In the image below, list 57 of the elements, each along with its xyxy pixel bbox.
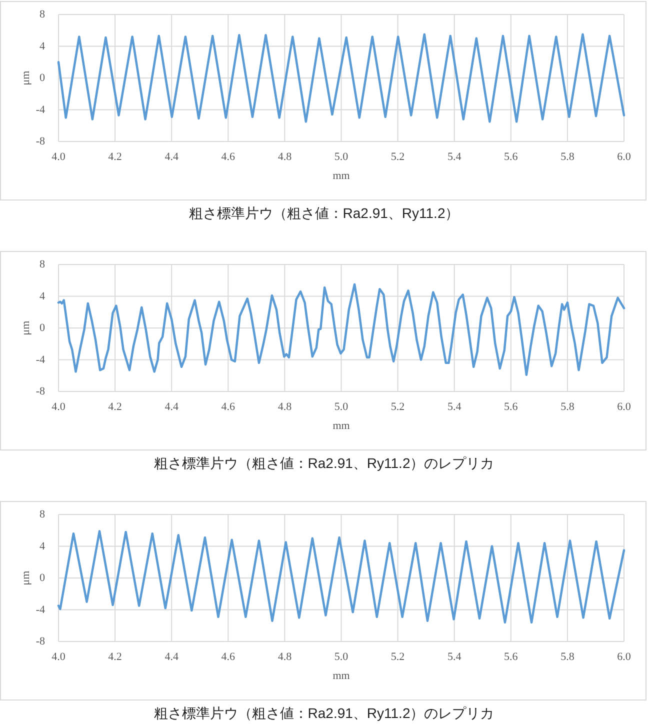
x-tick-label: 5.2 — [390, 401, 405, 413]
y-tick-label: 0 — [40, 572, 46, 584]
x-tick-label: 5.8 — [560, 651, 575, 663]
x-tick-label: 4.4 — [164, 651, 179, 663]
x-axis-title: mm — [332, 670, 350, 682]
y-tick-label: 8 — [40, 8, 46, 20]
x-tick-label: 4.6 — [221, 651, 236, 663]
y-tick-label: 4 — [40, 540, 46, 552]
x-tick-label: 5.2 — [390, 151, 405, 163]
x-tick-label: 6.0 — [617, 151, 632, 163]
x-tick-label: 4.6 — [221, 151, 236, 163]
x-tick-label: 4.2 — [108, 401, 122, 413]
x-tick-label: 6.0 — [617, 401, 632, 413]
x-tick-label: 5.0 — [334, 151, 349, 163]
x-tick-label: 4.2 — [108, 651, 122, 663]
y-axis-title: μm — [20, 570, 32, 586]
x-tick-label: 4.0 — [52, 401, 66, 413]
x-tick-label: 5.4 — [447, 151, 462, 163]
x-tick-label: 5.4 — [447, 401, 462, 413]
x-axis-title: mm — [332, 170, 350, 182]
x-tick-label: 4.4 — [164, 401, 179, 413]
x-tick-label: 5.8 — [560, 151, 575, 163]
x-axis-title: mm — [332, 420, 350, 432]
y-tick-label: 4 — [40, 40, 46, 52]
x-tick-label: 5.2 — [390, 651, 405, 663]
y-axis-title: μm — [20, 320, 32, 336]
x-tick-label: 6.0 — [617, 651, 632, 663]
x-tick-label: 5.8 — [560, 401, 575, 413]
text: 粗さ標準片ウ（粗さ値：Ra2.91、Ry11.2）のレプリカ — [154, 455, 494, 471]
y-tick-label: 8 — [40, 508, 46, 520]
x-tick-label: 4.0 — [52, 151, 66, 163]
text: 粗さ標準片ウ（粗さ値：Ra2.91、Ry11.2） — [188, 205, 460, 221]
y-tick-label: 0 — [40, 322, 46, 334]
x-tick-label: 5.0 — [334, 401, 349, 413]
y-axis-title: μm — [20, 70, 32, 86]
x-tick-label: 4.6 — [221, 401, 236, 413]
y-tick-label: -4 — [36, 104, 46, 116]
x-tick-label: 5.6 — [504, 151, 518, 163]
x-tick-label: 4.2 — [108, 151, 122, 163]
y-tick-label: -8 — [36, 386, 46, 398]
y-tick-label: 8 — [40, 258, 46, 270]
x-tick-label: 5.0 — [334, 651, 349, 663]
x-tick-label: 4.8 — [278, 651, 292, 663]
x-tick-label: 5.4 — [447, 651, 462, 663]
x-tick-label: 4.0 — [52, 651, 66, 663]
x-tick-label: 4.8 — [278, 151, 292, 163]
x-tick-label: 4.4 — [164, 151, 179, 163]
y-tick-label: -8 — [36, 636, 46, 648]
y-tick-label: -8 — [36, 136, 46, 148]
y-tick-label: 0 — [40, 72, 46, 84]
y-tick-label: -4 — [36, 354, 46, 366]
text: 粗さ標準片ウ（粗さ値：Ra2.91、Ry11.2）のレプリカ — [154, 705, 494, 721]
x-tick-label: 5.6 — [504, 651, 518, 663]
x-tick-label: 4.8 — [278, 401, 292, 413]
y-tick-label: 4 — [40, 290, 46, 302]
x-tick-label: 5.6 — [504, 401, 518, 413]
y-tick-label: -4 — [36, 604, 46, 616]
